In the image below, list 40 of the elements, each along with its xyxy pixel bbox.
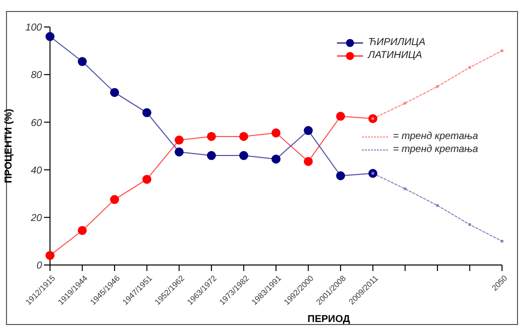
- point: [272, 154, 280, 164]
- point: [404, 102, 406, 104]
- point: [206, 132, 216, 141]
- point: [468, 66, 472, 69]
- y-tick-label: 40: [30, 165, 42, 176]
- point: [142, 108, 152, 118]
- y-tick-label: 0: [36, 260, 42, 272]
- legend-label: ЛАТИНИЦА: [368, 50, 422, 61]
- point: [336, 171, 346, 180]
- point: [436, 85, 439, 88]
- point: [500, 50, 504, 52]
- point: [404, 188, 406, 190]
- legend-label: = тренд кретања: [393, 144, 478, 155]
- point: [436, 204, 439, 207]
- point: [239, 132, 248, 141]
- legend-label: = тренд кретања: [393, 131, 478, 142]
- point: [304, 126, 313, 136]
- point: [206, 151, 216, 160]
- point: [46, 250, 54, 260]
- point: [110, 195, 120, 204]
- y-tick-label: 80: [30, 70, 42, 82]
- point: [142, 174, 152, 184]
- y-tick-label: 100: [25, 22, 42, 34]
- point: [239, 151, 248, 160]
- y-tick-label: 60: [30, 118, 42, 129]
- point: [174, 147, 184, 156]
- y-tick-label: 20: [30, 212, 42, 224]
- x-axis-title: ПЕРИОД: [308, 314, 350, 325]
- point: [78, 226, 87, 235]
- point: [304, 156, 313, 166]
- legend-label: ЋИРИЛИЦА: [368, 37, 426, 48]
- point: [78, 57, 87, 66]
- point: [174, 136, 184, 145]
- point: [46, 32, 54, 42]
- point: [110, 88, 120, 97]
- y-axis-title: ПРОЦЕНТИ (%): [4, 108, 15, 184]
- point: [468, 223, 472, 226]
- point: [272, 128, 280, 138]
- point: [336, 112, 346, 121]
- point: [500, 240, 504, 242]
